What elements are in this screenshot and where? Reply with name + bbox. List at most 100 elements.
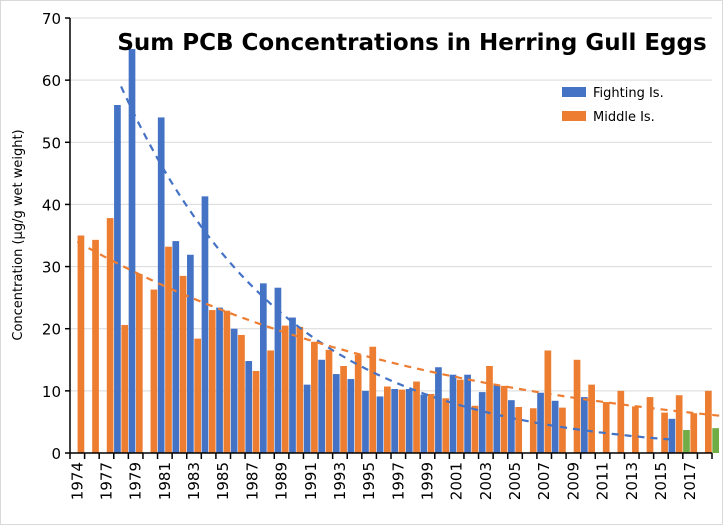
bar-middle-is--43 — [705, 390, 712, 453]
x-tick-label: 1981 — [156, 462, 174, 500]
bar-fighting-is--4 — [128, 49, 136, 453]
bar-fighting-is--16 — [303, 384, 311, 453]
bar-middle-is--38 — [632, 406, 639, 453]
x-tick-label: 1999 — [418, 462, 436, 500]
bar-fighting-is--21 — [376, 396, 384, 453]
x-tick-label: 2017 — [681, 462, 699, 500]
x-tick-label: 2013 — [623, 462, 641, 500]
bar-middle-is--8 — [194, 338, 202, 453]
bar-middle-is--32 — [544, 350, 552, 453]
bar-middle-is--9 — [208, 310, 216, 453]
bar-middle-is--25 — [442, 398, 450, 453]
x-tick-label: 1991 — [302, 462, 320, 500]
bar-middle-is--30 — [515, 407, 523, 453]
bars — [77, 49, 719, 453]
bar-middle-is--22 — [398, 389, 406, 453]
bar-middle-is--12 — [252, 370, 260, 453]
bar-middle-is--6 — [165, 246, 172, 453]
bar-fighting-is--10 — [216, 307, 223, 453]
bar-middle-is--14 — [281, 325, 289, 453]
bar-fighting-is--18 — [332, 374, 340, 453]
bar-fighting-is--42 — [683, 430, 690, 453]
x-tick-label: 1977 — [97, 462, 115, 500]
x-tick-label: 1993 — [331, 462, 349, 500]
bar-middle-is--18 — [340, 366, 347, 453]
legend-swatch-fighting — [562, 87, 586, 97]
x-tick-label: 2005 — [506, 462, 524, 500]
trendline-fighting-is- — [120, 85, 676, 441]
bar-middle-is--0 — [77, 235, 85, 453]
bar-middle-is--35 — [588, 384, 595, 453]
y-tick-label: 30 — [42, 259, 61, 277]
x-tick-label: 1985 — [214, 462, 232, 500]
bar-fighting-is--19 — [347, 379, 355, 453]
y-tick-label: 0 — [51, 445, 61, 463]
trendlines — [76, 85, 720, 441]
bar-fighting-is--13 — [259, 283, 267, 453]
bar-fighting-is--3 — [114, 105, 121, 453]
bar-middle-is--23 — [413, 381, 420, 453]
bar-middle-is--37 — [617, 390, 625, 453]
bar-middle-is--3 — [121, 324, 129, 453]
bar-middle-is--26 — [456, 379, 464, 453]
x-tick-label: 2015 — [652, 462, 670, 500]
legend-label-fighting: Fighting Is. — [593, 86, 664, 101]
bar-middle-is--7 — [179, 275, 187, 453]
bar-middle-is--10 — [223, 310, 231, 453]
bar-middle-is--40 — [661, 412, 668, 453]
bar-middle-is--41 — [675, 395, 683, 453]
bar-fighting-is--12 — [245, 361, 253, 453]
legend-label-middle: Middle Is. — [593, 110, 655, 125]
bar-fighting-is--22 — [391, 388, 398, 453]
y-tick-label: 50 — [42, 134, 61, 152]
bar-middle-is--36 — [602, 402, 610, 453]
x-tick-label: 2009 — [564, 462, 582, 500]
x-tick-label: 1987 — [243, 462, 261, 500]
bar-middle-is--21 — [384, 386, 391, 453]
x-tick-label: 2011 — [594, 462, 612, 500]
bar-middle-is--4 — [135, 274, 143, 453]
bar-middle-is--1 — [92, 239, 99, 453]
bar-middle-is--15 — [296, 326, 304, 453]
bar-middle-is--24 — [427, 393, 435, 453]
bar-middle-is--17 — [325, 349, 333, 453]
legend: Fighting Is. Middle Is. — [562, 86, 664, 125]
trendline-middle-is- — [76, 240, 720, 417]
y-tick-label: 10 — [42, 383, 61, 401]
y-tick-label: 40 — [42, 196, 61, 214]
bar-middle-is--39 — [646, 397, 654, 453]
bar-middle-is--42 — [690, 413, 698, 453]
bar-fighting-is--29 — [493, 384, 501, 453]
bar-middle-is--16 — [311, 341, 318, 453]
x-tick-label: 1997 — [389, 462, 407, 500]
bar-fighting-is--41 — [668, 418, 676, 453]
bar-middle-is--27 — [471, 405, 479, 453]
bar-fighting-is--44 — [712, 428, 719, 453]
x-tick-label: 1989 — [273, 462, 291, 500]
bar-middle-is--34 — [573, 359, 581, 453]
bar-fighting-is--28 — [478, 392, 486, 453]
y-axis-label: Concentration (µg/g wet weight) — [11, 129, 26, 340]
x-tick-label: 2001 — [448, 462, 466, 500]
x-tick-label: 1974 — [68, 462, 86, 500]
axes: 0 10 20 30 40 50 60 70 1974 1977 1979 1981 1983 1985 1… — [42, 10, 713, 500]
bar-middle-is--31 — [529, 408, 537, 453]
y-tick-label: 60 — [42, 72, 61, 90]
x-tick-label: 2003 — [477, 462, 495, 500]
x-tick-label: 2007 — [535, 462, 553, 500]
bar-fighting-is--15 — [289, 317, 296, 453]
bar-fighting-is--23 — [405, 388, 413, 453]
y-tick-label: 20 — [42, 321, 61, 339]
x-tick-label: 1995 — [360, 462, 378, 500]
bar-fighting-is--24 — [420, 394, 428, 453]
chart-title: Sum PCB Concentrations in Herring Gull E… — [117, 30, 706, 56]
bar-middle-is--20 — [369, 346, 377, 453]
bar-fighting-is--8 — [187, 254, 194, 453]
bar-fighting-is--20 — [362, 390, 369, 453]
bar-fighting-is--35 — [580, 397, 588, 453]
bar-fighting-is--14 — [274, 287, 282, 453]
bar-fighting-is--7 — [172, 241, 180, 453]
bar-fighting-is--33 — [551, 400, 559, 453]
bar-fighting-is--26 — [449, 374, 457, 453]
